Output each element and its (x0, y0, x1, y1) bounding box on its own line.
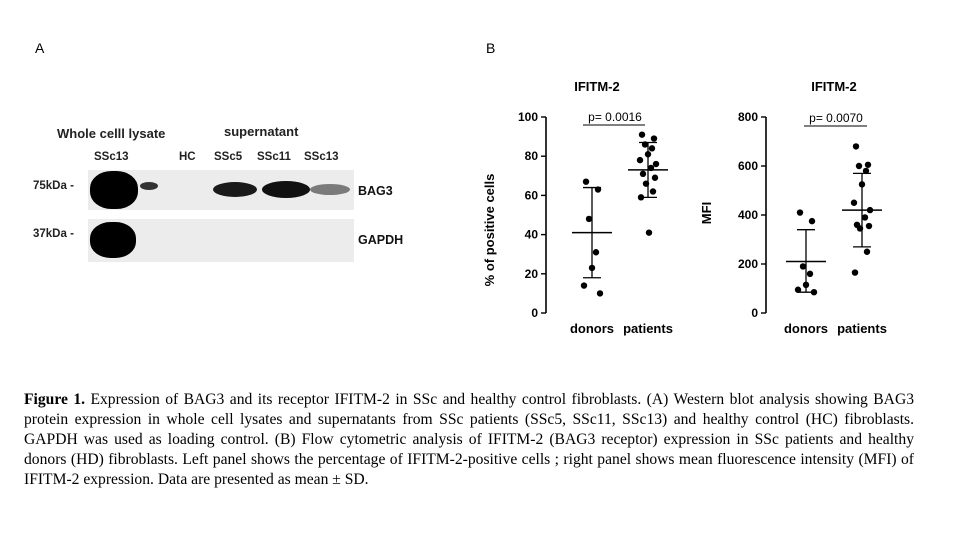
caption-text: Expression of BAG3 and its receptor IFIT… (24, 391, 914, 488)
data-point (652, 160, 660, 168)
data-point (639, 170, 647, 178)
y-tick-label: 80 (525, 149, 539, 163)
caption-label: Figure 1. (24, 391, 86, 408)
data-point (808, 217, 816, 225)
data-point (856, 225, 864, 232)
x-category-label: patients (837, 321, 887, 336)
data-point (641, 141, 649, 148)
data-point (858, 181, 866, 188)
data-point (852, 143, 860, 150)
lane-label: SSc11 (257, 151, 291, 163)
band (90, 222, 136, 258)
figure-caption: Figure 1. Expression of BAG3 and its rec… (24, 390, 914, 490)
band (310, 184, 350, 195)
y-tick-label: 400 (738, 208, 758, 222)
data-point (588, 264, 596, 272)
data-point (592, 249, 600, 256)
data-point (647, 164, 655, 172)
y-tick-label: 600 (738, 159, 758, 173)
data-point (638, 131, 646, 138)
data-point (637, 194, 645, 201)
data-point (855, 162, 863, 170)
band (213, 182, 257, 197)
y-axis-label: MFI (699, 202, 714, 224)
chart-mfi: IFITM-2 p= 0.0070 MFI 0 200 400 600 800 dono… (699, 79, 887, 336)
y-tick-label: 60 (525, 188, 539, 202)
marker-75kda: 75kDa - (33, 180, 74, 192)
band-label-gapdh: GAPDH (358, 233, 404, 247)
data-point (866, 206, 874, 214)
data-point (585, 215, 593, 223)
data-point (806, 270, 814, 277)
data-point (642, 180, 650, 187)
data-point (794, 286, 802, 293)
data-point (636, 156, 644, 164)
blot-strip-bag3 (88, 170, 354, 210)
p-value: p= 0.0070 (809, 111, 863, 125)
data-point (594, 186, 602, 193)
lane-label: HC (179, 151, 196, 163)
y-tick-label: 200 (738, 257, 758, 271)
band (90, 171, 138, 209)
data-point (851, 269, 859, 276)
data-point (580, 282, 588, 289)
data-point (651, 174, 659, 181)
data-point (861, 214, 869, 221)
y-tick-label: 20 (525, 267, 539, 281)
y-tick-label: 0 (751, 306, 758, 320)
data-point (596, 290, 604, 297)
x-category-label: patients (623, 321, 673, 336)
panel-label-b: B (486, 40, 496, 56)
y-tick-label: 100 (518, 110, 538, 124)
data-point (644, 151, 652, 158)
x-category-label: donors (784, 321, 828, 336)
y-tick-label: 0 (531, 306, 538, 320)
data-point (650, 135, 658, 142)
y-axis: 0 200 400 600 800 (738, 110, 767, 320)
group-label-supernatant: supernatant (224, 124, 299, 139)
chart-title: IFITM-2 (811, 79, 857, 94)
p-value: p= 0.0016 (588, 110, 642, 124)
data-point (850, 199, 858, 206)
panel-label-a: A (35, 40, 45, 56)
y-tick-label: 40 (525, 228, 539, 242)
lane-label: SSc5 (214, 151, 243, 163)
band (262, 181, 310, 198)
lane-label: SSc13 (94, 151, 129, 163)
data-point (645, 229, 653, 236)
data-point (864, 161, 872, 168)
band-label-bag3: BAG3 (358, 184, 393, 198)
data-point (796, 209, 804, 216)
group-label-whole-lysate: Whole celll lysate (57, 126, 166, 141)
x-category-label: donors (570, 321, 614, 336)
y-axis-label: % of positive cells (482, 174, 497, 287)
blot-strip-gapdh (88, 219, 354, 262)
data-point (865, 222, 873, 230)
data-point (648, 145, 656, 152)
chart-title: IFITM-2 (574, 79, 620, 94)
y-axis: 0 20 40 60 80 100 (518, 110, 547, 320)
lane-label: SSc13 (304, 151, 339, 163)
data-point (810, 288, 818, 296)
data-point (862, 167, 870, 175)
data-point (863, 248, 871, 255)
data-point (802, 281, 810, 289)
chart-positive-cells: IFITM-2 p= 0.0016 % of positive cells 0 2… (482, 79, 673, 336)
marker-37kda: 37kDa - (33, 228, 74, 240)
y-tick-label: 800 (738, 110, 758, 124)
data-point (649, 188, 657, 195)
band (140, 182, 158, 190)
data-point (582, 178, 590, 185)
data-point (799, 263, 807, 270)
